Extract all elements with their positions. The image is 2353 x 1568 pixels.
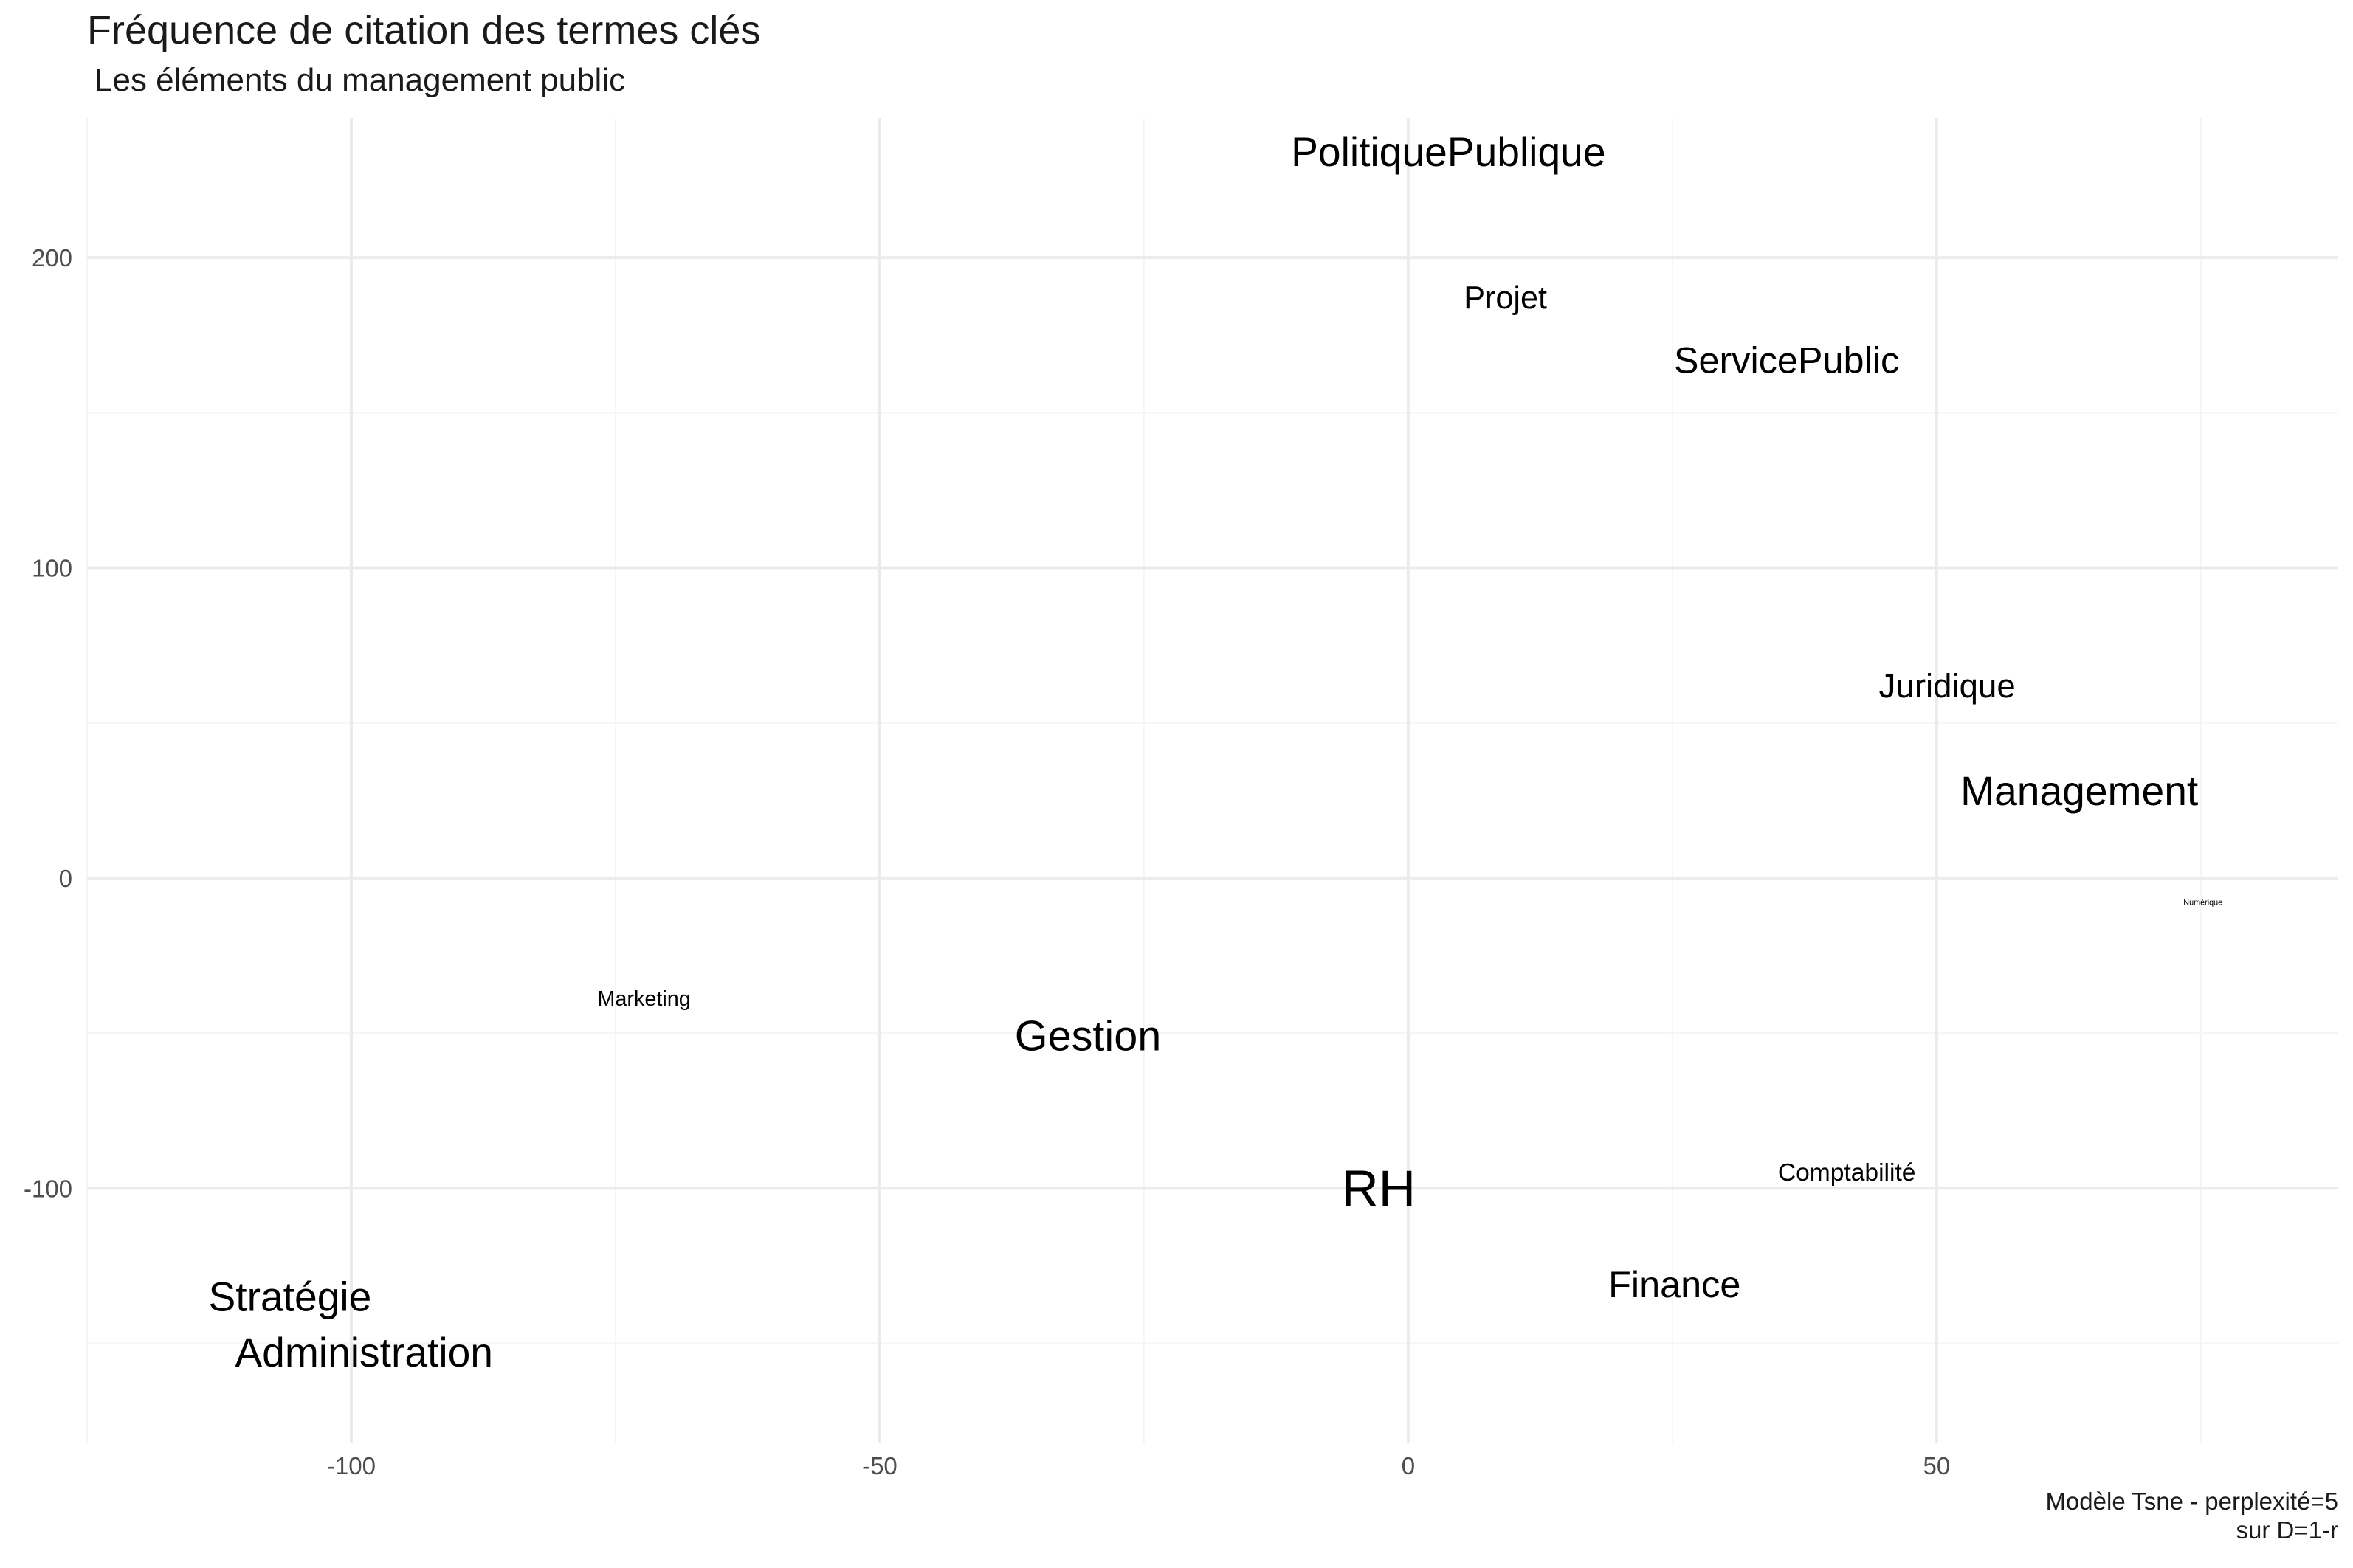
x-tick-label: -50 [862, 1452, 898, 1479]
term-label: RH [1342, 1159, 1416, 1217]
grid [86, 118, 2338, 1443]
term-label: Management [1960, 768, 2198, 814]
term-label: Juridique [1879, 667, 2016, 705]
chart-caption: Modèle Tsne - perplexité=5 sur D=1-r [2045, 1487, 2338, 1544]
chart-subtitle: Les éléments du management public [94, 62, 626, 98]
term-labels: PolitiquePublique Projet ServicePublic Juri… [208, 129, 2222, 1375]
y-tick-label: 0 [59, 865, 72, 892]
term-label: Stratégie [208, 1274, 371, 1319]
chart-title: Fréquence de citation des termes clés [87, 8, 761, 52]
x-tick-label: 0 [1402, 1452, 1415, 1479]
y-tick-label: 100 [32, 555, 72, 582]
term-label: ServicePublic [1674, 339, 1899, 381]
term-label: Gestion [1015, 1012, 1162, 1060]
caption-line-2: sur D=1-r [2236, 1516, 2338, 1544]
axis-ticks: -100 -50 0 50 -100 0 100 200 [24, 244, 1950, 1479]
y-tick-label: 200 [32, 244, 72, 272]
term-label: Marketing [597, 987, 690, 1011]
term-label: Projet [1464, 280, 1547, 316]
term-label: Administration [235, 1330, 493, 1375]
caption-line-1: Modèle Tsne - perplexité=5 [2045, 1488, 2338, 1515]
y-tick-label: -100 [24, 1175, 72, 1202]
term-label: PolitiquePublique [1291, 129, 1606, 175]
term-label: Comptabilité [1778, 1159, 1916, 1187]
term-label: Numérique [2183, 899, 2222, 908]
x-tick-label: -100 [327, 1452, 376, 1479]
x-tick-label: 50 [1923, 1452, 1951, 1479]
term-label: Finance [1608, 1263, 1740, 1305]
